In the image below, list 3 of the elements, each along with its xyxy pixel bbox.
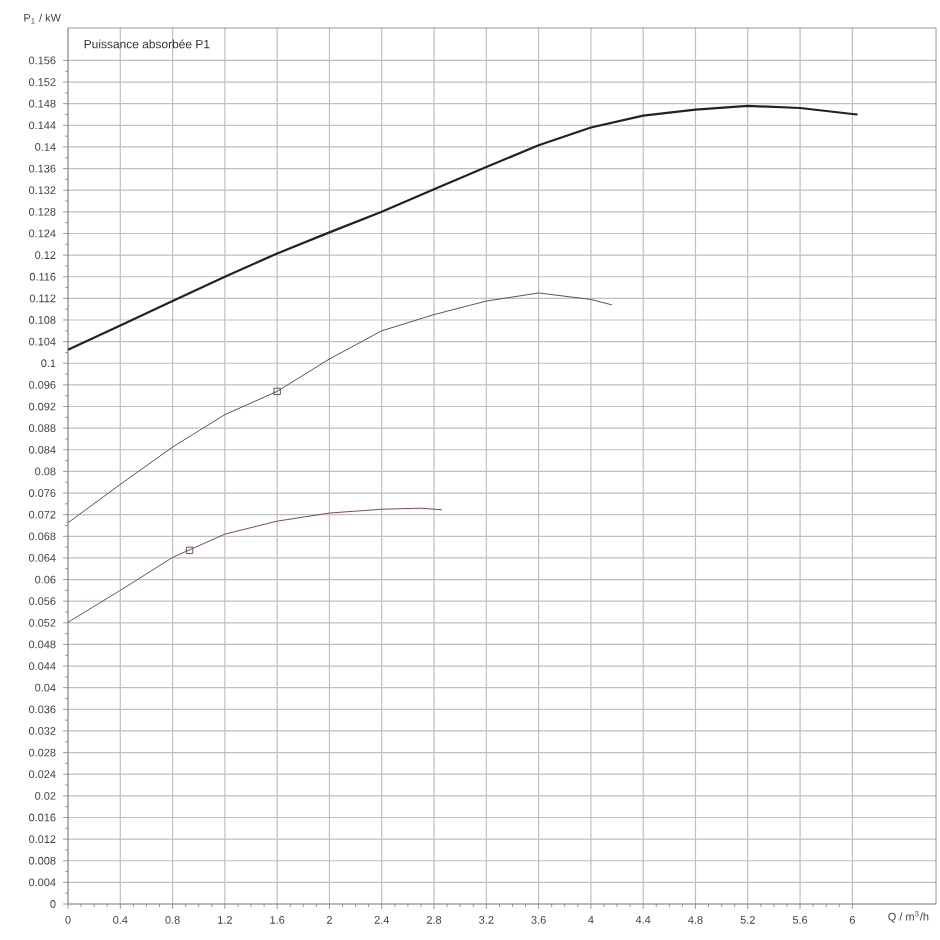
line-series <box>67 292 613 524</box>
line-series <box>67 507 443 623</box>
line-series <box>66 104 859 351</box>
